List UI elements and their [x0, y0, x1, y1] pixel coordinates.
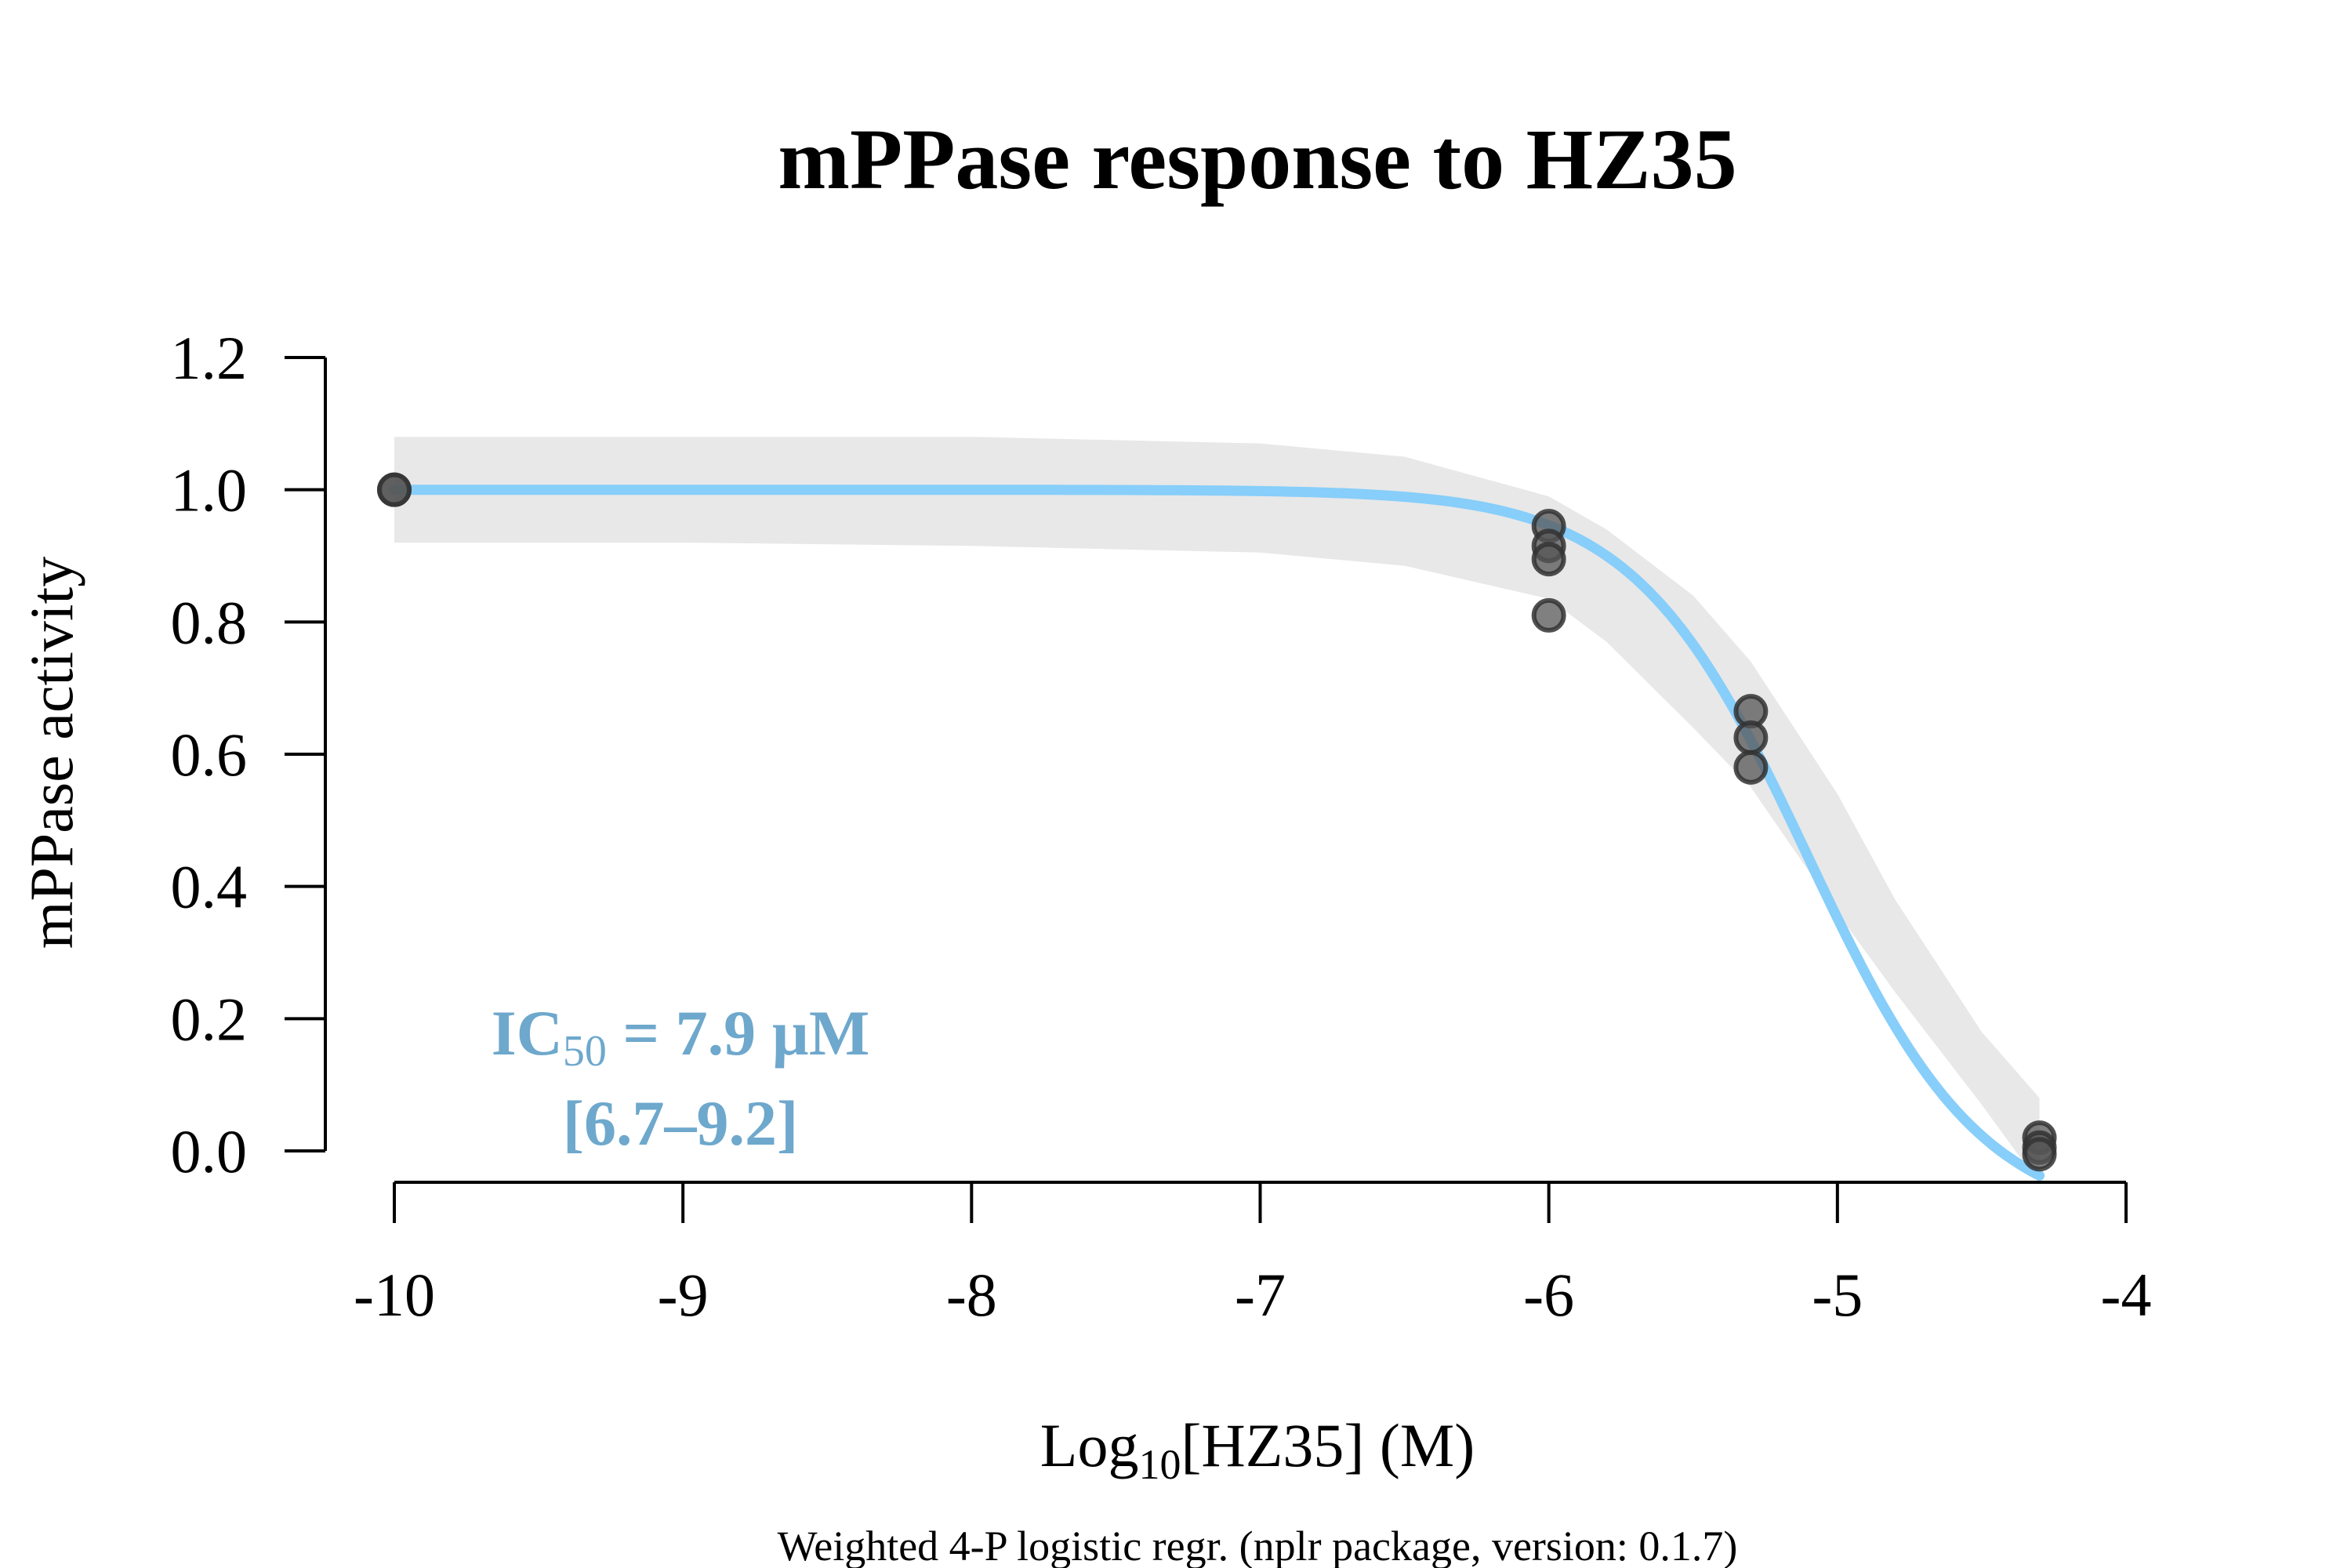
- data-point: [1733, 720, 1769, 755]
- x-tick-label: -8: [946, 1261, 997, 1329]
- x-axis-label-rest: [HZ35] (M): [1181, 1411, 1475, 1479]
- y-tick-label: 0.2: [171, 985, 248, 1053]
- chart-title: mPPase response to HZ35: [778, 111, 1736, 207]
- y-tick-label: 1.2: [171, 324, 248, 392]
- fit-curve-layer: [389, 485, 2045, 1181]
- footnote: Weighted 4-P logistic regr. (nplr packag…: [778, 1523, 1738, 1568]
- data-point: [1531, 597, 1566, 633]
- y-tick-label: 0.6: [171, 720, 248, 789]
- confidence-band-layer: [394, 437, 2040, 1185]
- x-axis: -10 -9 -8 -7 -6 -5 -4: [354, 1181, 2152, 1329]
- ic50-label: IC: [492, 997, 563, 1069]
- x-tick-label: -6: [1523, 1261, 1574, 1329]
- data-point: [1733, 750, 1769, 785]
- ic50-value: = 7.9 µM: [607, 997, 869, 1069]
- data-point: [377, 472, 412, 507]
- confidence-band: [394, 437, 2040, 1185]
- x-tick-label: -7: [1235, 1261, 1286, 1329]
- x-tick-label: -4: [2101, 1261, 2152, 1329]
- y-tick-label: 1.0: [171, 456, 248, 524]
- data-point: [1531, 542, 1566, 577]
- y-axis: 0.0 0.2 0.4 0.6 0.8 1.0 1.2: [171, 324, 327, 1185]
- x-axis-label-main: Log: [1040, 1411, 1139, 1479]
- y-tick-label: 0.0: [171, 1117, 248, 1185]
- y-axis-label: mPPase activity: [17, 557, 85, 949]
- x-tick-label: -9: [658, 1261, 709, 1329]
- ic50-annotation: IC50 = 7.9 µM [6.7–9.2]: [492, 997, 870, 1159]
- ic50-line-1: IC50 = 7.9 µM: [492, 997, 870, 1076]
- x-tick-label: -10: [354, 1261, 435, 1329]
- points-layer: [377, 472, 2057, 1172]
- y-tick-label: 0.4: [171, 853, 248, 921]
- fit-curve: [389, 485, 2045, 1181]
- y-tick-label: 0.8: [171, 588, 248, 656]
- ic50-interval: [6.7–9.2]: [563, 1087, 799, 1159]
- x-axis-label: Log10[HZ35] (M): [1040, 1411, 1475, 1488]
- x-axis-label-subscript: 10: [1138, 1441, 1181, 1488]
- ic50-subscript: 50: [563, 1027, 607, 1076]
- data-point: [2022, 1137, 2057, 1172]
- x-tick-label: -5: [1812, 1261, 1863, 1329]
